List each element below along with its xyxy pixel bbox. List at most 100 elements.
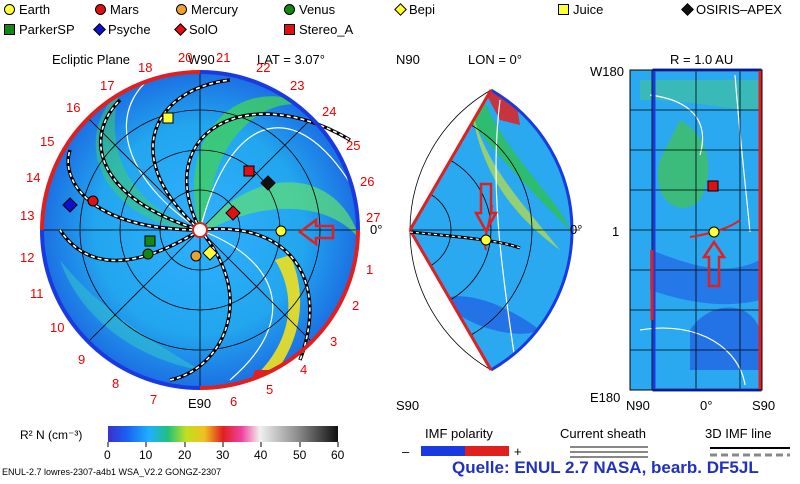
density-colorbar [108, 426, 338, 442]
rot-num: 22 [256, 60, 271, 75]
legend-item: Stereo_A [284, 22, 353, 37]
e90-label: E90 [188, 396, 212, 411]
legend-label: Bepi [409, 2, 436, 17]
zero-label-mid: 0° [570, 222, 583, 237]
sheath-label: Current sheath [560, 426, 646, 441]
juice-marker [162, 112, 174, 124]
solo-marker [225, 205, 241, 221]
polarity-minus: – [402, 444, 410, 459]
legend-label: Mars [110, 2, 139, 17]
parker-marker [144, 235, 156, 247]
rot-num: 8 [112, 376, 120, 391]
colorbar-tick: 50 [293, 448, 307, 462]
rot-num: 20 [178, 50, 193, 65]
w90-label: W90 [188, 52, 215, 67]
legend-item: Earth [4, 2, 50, 17]
colorbar-tick: 10 [139, 448, 153, 462]
legend-item: SolO [174, 22, 218, 37]
one-label: 1 [612, 224, 620, 239]
colorbar-tick: 20 [178, 448, 192, 462]
rot-num: 13 [20, 208, 35, 223]
arrow-up-icon [701, 239, 727, 288]
zero-x-label: 0° [700, 398, 713, 413]
osiris-marker [260, 175, 276, 191]
legend-label: Venus [299, 2, 336, 17]
rot-num: 10 [50, 320, 65, 335]
square-marker-icon [4, 24, 15, 35]
colorbar-tick: 60 [331, 448, 345, 462]
legend-item: Psyche [93, 22, 151, 37]
rot-num: 5 [266, 382, 274, 397]
mars-marker [87, 195, 99, 207]
rot-num: 2 [352, 298, 360, 313]
stereo-marker-right [707, 180, 719, 192]
model-info: ENUL-2.7 lowres-2307-a4b1 WSA_V2.2 GONGZ… [2, 467, 222, 477]
earth-marker-right [708, 226, 720, 238]
legend-label: ParkerSP [19, 22, 75, 37]
arrow-down-icon [473, 182, 499, 234]
polarity-plus: + [514, 444, 522, 459]
legend-label: Earth [19, 2, 51, 17]
rot-num: 17 [100, 78, 115, 93]
imf-line-label: 3D IMF line [705, 426, 772, 441]
rot-num: 16 [66, 100, 81, 115]
colorbar-tick: 40 [254, 448, 268, 462]
arrow-left-icon [297, 217, 335, 247]
legend-label: Juice [573, 2, 604, 17]
mercury-marker [190, 250, 202, 262]
rot-num: 18 [138, 60, 153, 75]
ecliptic-title: Ecliptic Plane [52, 52, 131, 67]
legend-item: ParkerSP [4, 22, 75, 37]
earth-marker [275, 225, 287, 237]
legend-item: OSIRIS–APEX [681, 2, 782, 17]
n90-x-label: N90 [626, 398, 650, 413]
colorbar-tick: 0 [104, 448, 111, 462]
colorbar-label: R² N (cm⁻³) [20, 428, 83, 442]
legend-item: Venus [284, 2, 335, 17]
square-marker-icon [558, 4, 569, 15]
rot-num: 4 [300, 362, 308, 377]
circle-marker-icon [176, 4, 187, 15]
w180-label: W180 [590, 64, 624, 79]
lon-label: LON = 0° [468, 52, 522, 67]
legend-label: OSIRIS–APEX [696, 2, 782, 17]
rot-num: 7 [150, 392, 158, 407]
rot-num: 11 [30, 286, 44, 301]
legend-item: Mercury [176, 2, 238, 17]
bepi-marker [202, 245, 218, 261]
s90-x-label: S90 [752, 398, 776, 413]
psyche-marker [62, 197, 78, 213]
earth-marker-mid [480, 234, 492, 246]
credit-text: Quelle: ENUL 2.7 NASA, bearb. DF5JL [452, 458, 759, 477]
legend-label: Psyche [108, 22, 151, 37]
zero-label-left: 0° [370, 222, 383, 237]
rot-num: 14 [26, 170, 41, 185]
rot-num: 15 [40, 134, 55, 149]
venus-marker [142, 248, 154, 260]
circle-marker-icon [95, 4, 106, 15]
rot-num: 25 [346, 138, 361, 153]
legend-label: Stereo_A [299, 22, 354, 37]
n90-label: N90 [396, 52, 420, 67]
s90-label: S90 [396, 398, 420, 413]
rot-num: 6 [230, 394, 238, 409]
circle-marker-icon [4, 4, 15, 15]
rot-num: 9 [78, 352, 86, 367]
legend-label: Mercury [191, 2, 238, 17]
rot-num: 24 [322, 104, 337, 119]
colorbar-tick: 30 [216, 448, 230, 462]
rot-num: 23 [290, 78, 305, 93]
rot-num: 3 [330, 334, 338, 349]
rot-num: 21 [216, 50, 231, 65]
rot-num: 12 [20, 250, 35, 265]
legend-item: Juice [558, 2, 603, 17]
rot-num: 27 [366, 210, 381, 225]
legend-item: Bepi [394, 2, 436, 17]
polarity-label: IMF polarity [425, 426, 493, 441]
rot-num: 1 [366, 262, 374, 277]
lat-label: LAT = 3.07° [257, 52, 325, 67]
circle-marker-icon [284, 4, 295, 15]
legend-item: Mars [95, 2, 139, 17]
stereo-marker [243, 165, 255, 177]
